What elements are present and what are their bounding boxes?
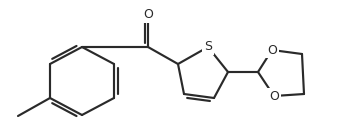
Text: O: O [143,8,153,21]
Text: O: O [267,44,277,57]
Text: S: S [204,40,212,53]
Text: O: O [269,90,279,103]
